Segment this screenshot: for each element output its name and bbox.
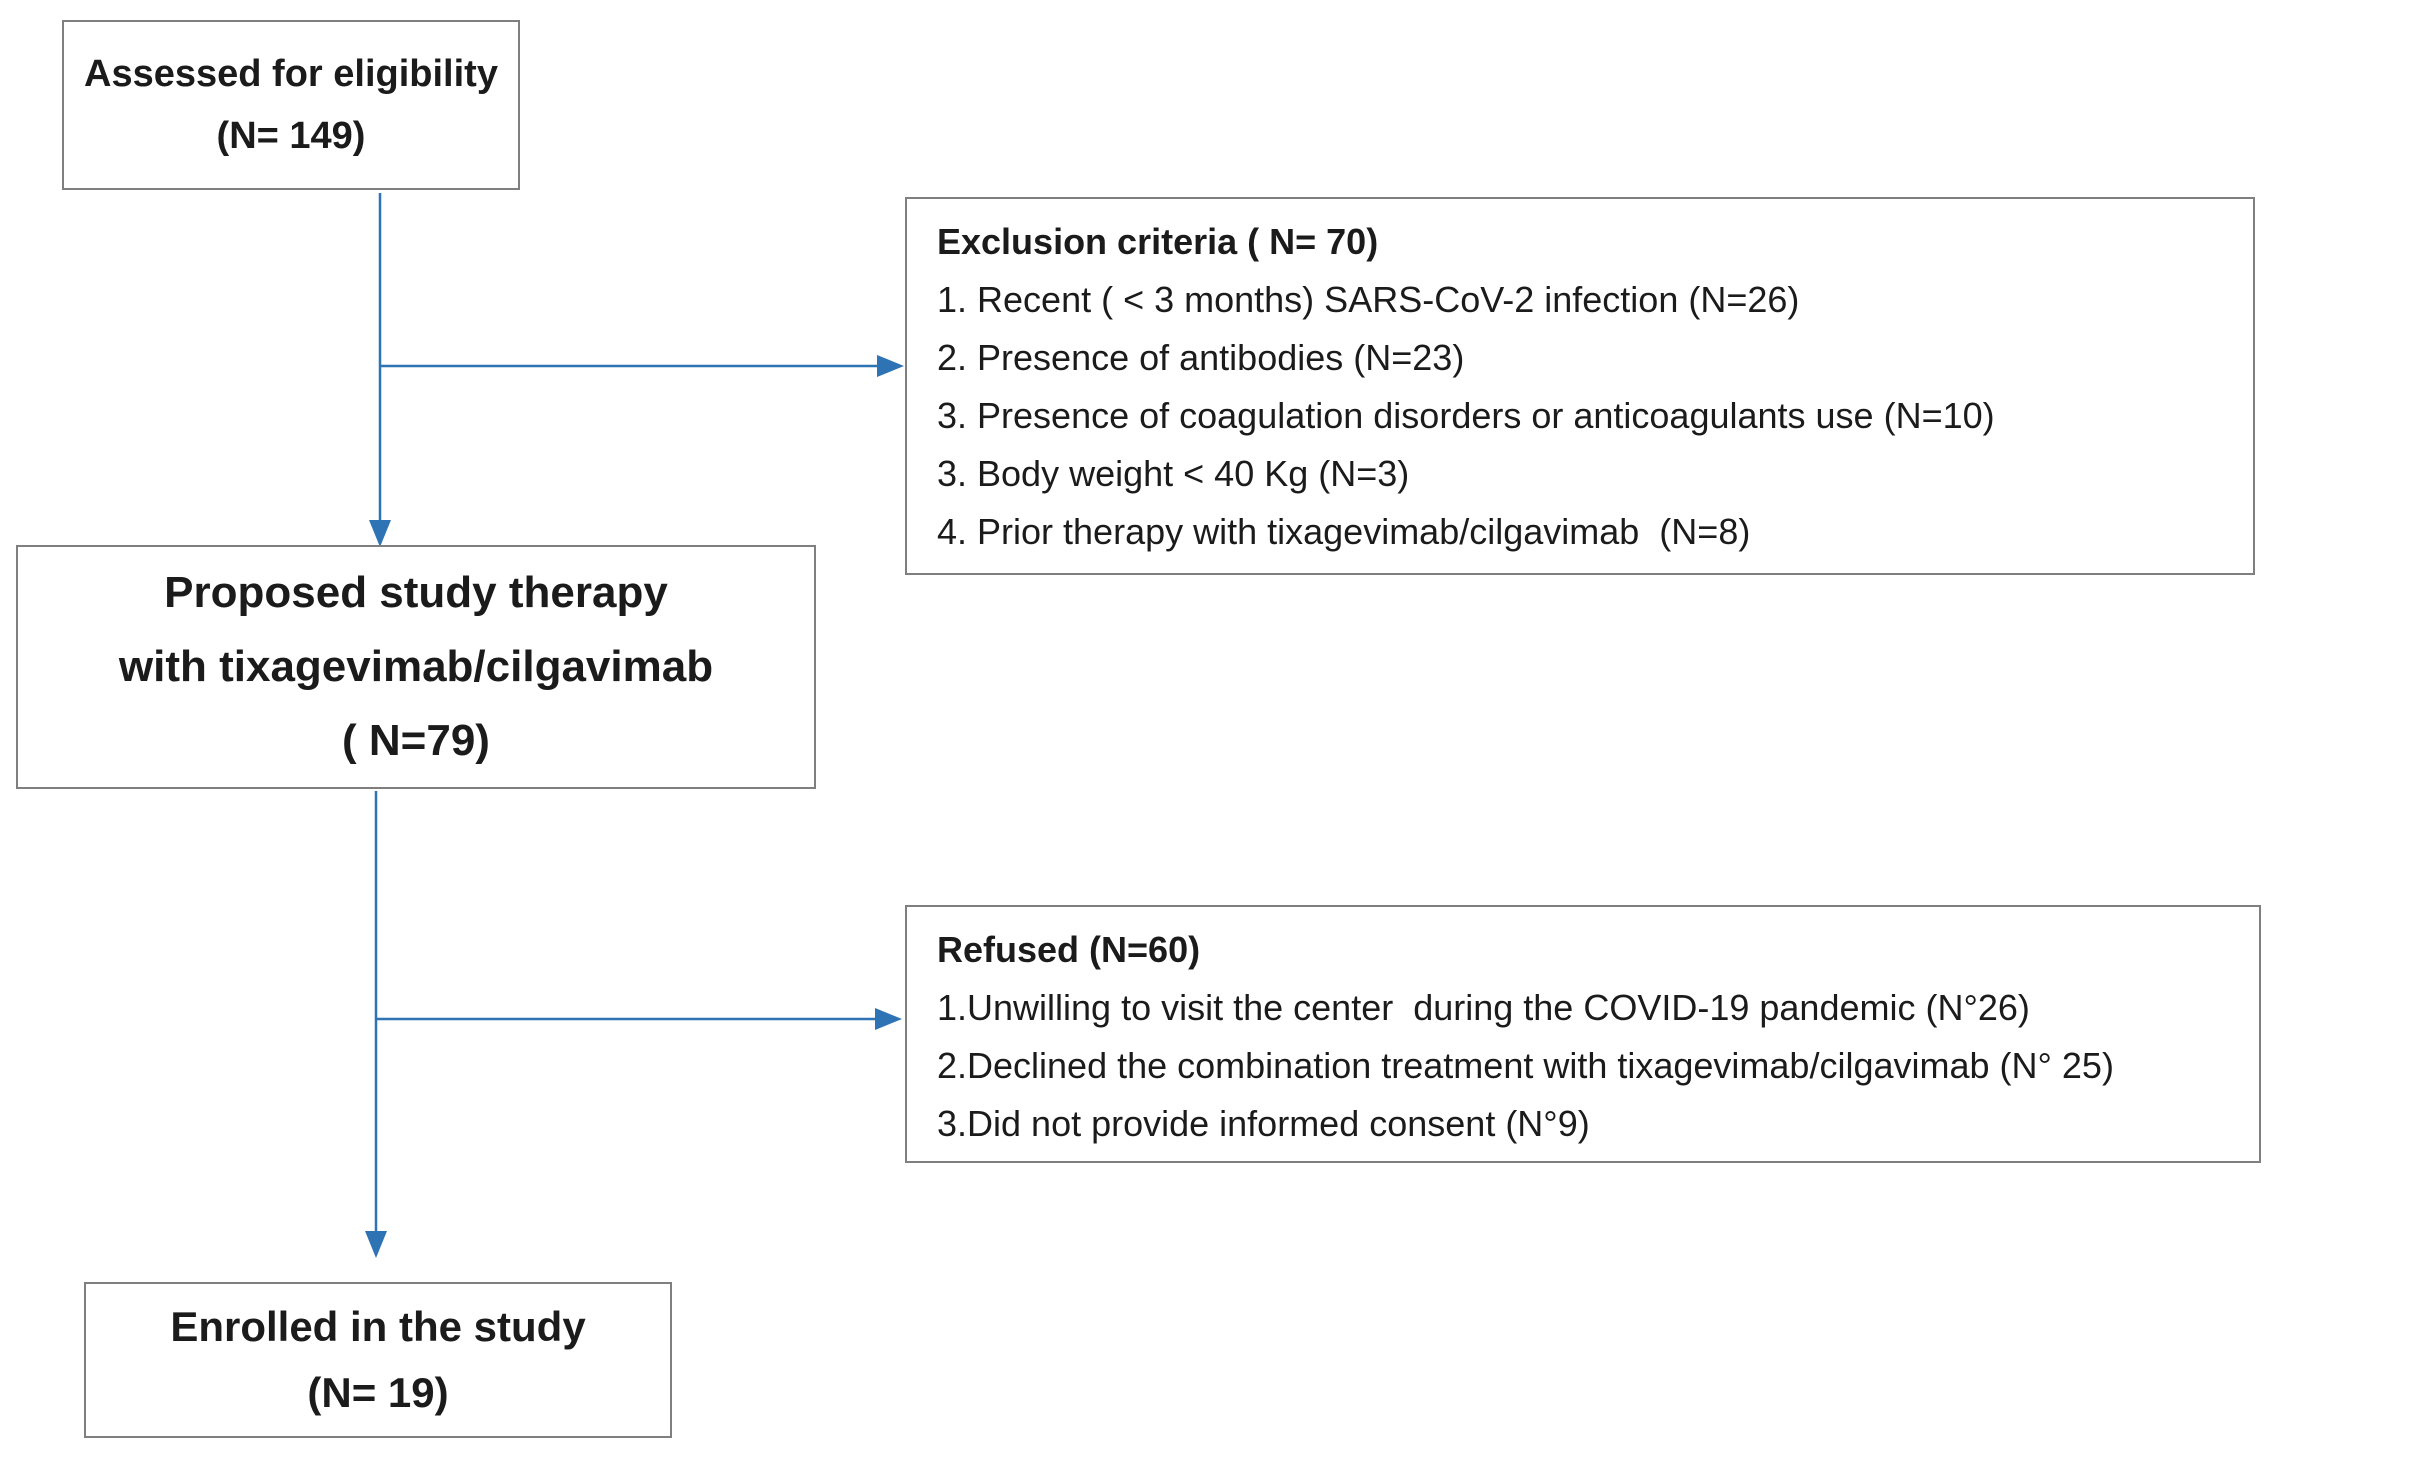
node-refused: Refused (N=60) 1.Unwilling to visit the … [905,905,2261,1163]
node-assessed-count: (N= 149) [216,115,366,157]
refused-header: Refused (N=60) [937,929,1201,970]
exclusion-item: 1. Recent ( < 3 months) SARS-CoV-2 infec… [937,279,1800,320]
arrowhead-down-enrolled [365,1231,387,1258]
arrowhead-right-exclusion [877,355,904,377]
node-enrolled-label: Enrolled in the study [170,1303,586,1350]
node-proposed-study-therapy: Proposed study therapy with tixagevimab/… [16,545,816,789]
node-proposed-label-line1: Proposed study therapy [164,568,668,617]
node-enrolled-in-study: Enrolled in the study (N= 19) [84,1282,672,1438]
node-exclusion-criteria: Exclusion criteria ( N= 70) 1. Recent ( … [905,197,2255,575]
exclusion-item: 2. Presence of antibodies (N=23) [937,337,1465,378]
node-proposed-count: ( N=79) [342,716,490,765]
arrowhead-down-proposed [369,520,391,547]
exclusion-item: 4. Prior therapy with tixagevimab/cilgav… [937,511,1751,552]
arrowhead-right-refused [875,1008,902,1030]
exclusion-item: 3. Presence of coagulation disorders or … [937,395,1995,436]
refused-item: 1.Unwilling to visit the center during t… [937,987,2030,1028]
node-proposed-label-line2: with tixagevimab/cilgavimab [118,642,714,691]
exclusion-item: 3. Body weight < 40 Kg (N=3) [937,453,1410,494]
refused-item: 3.Did not provide informed consent (N°9) [937,1103,1590,1144]
refused-item: 2.Declined the combination treatment wit… [937,1045,2114,1086]
node-assessed-for-eligibility: Assessed for eligibility (N= 149) [62,20,520,190]
exclusion-header: Exclusion criteria ( N= 70) [937,221,1379,262]
node-assessed-label: Assessed for eligibility [84,53,498,95]
node-enrolled-count: (N= 19) [307,1369,449,1416]
